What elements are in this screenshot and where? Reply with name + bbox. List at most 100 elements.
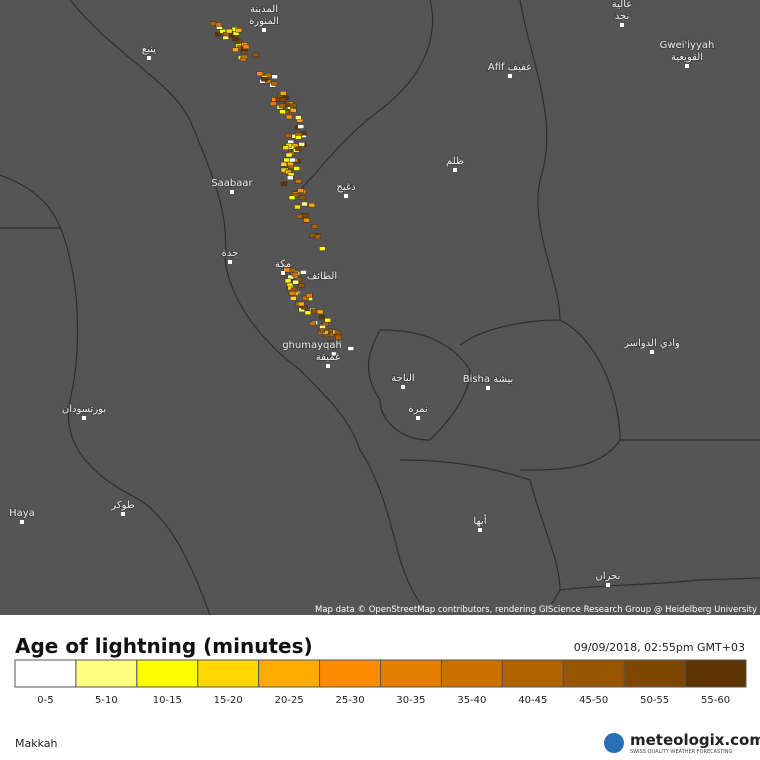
lightning-strike	[295, 179, 302, 184]
lightning-strike	[301, 213, 309, 219]
place-label: بورتسودان	[62, 404, 106, 415]
place-dot	[606, 583, 610, 587]
lightning-strike	[264, 79, 272, 84]
lightning-strike	[271, 74, 278, 79]
place-label: دغبج	[336, 182, 355, 193]
lightning-strike	[284, 278, 292, 284]
lightning-strike	[294, 135, 302, 140]
place-dot	[326, 364, 330, 368]
lightning-strike	[242, 44, 250, 50]
lightning-strike	[261, 77, 268, 82]
lightning-strike	[309, 232, 316, 238]
lightning-strike	[301, 201, 308, 207]
place-label: ghumayqah	[282, 340, 342, 351]
place-dot	[344, 194, 348, 198]
place-label: جدة	[222, 248, 239, 259]
place-dot	[478, 528, 482, 532]
place-label: نجران	[596, 571, 621, 582]
brand: meteologix.com	[630, 731, 760, 749]
lightning-strike	[241, 54, 248, 60]
lightning-strike	[269, 101, 277, 106]
logo-icon	[604, 733, 624, 753]
place-label: Gwei'iyyah	[660, 40, 715, 51]
legend-label: 55-60	[701, 695, 730, 706]
place-label: Bisha بيشة	[463, 374, 514, 385]
legend-swatch	[440, 659, 503, 688]
legend-label: 0-5	[37, 695, 53, 706]
place-label: الباحة	[391, 373, 414, 384]
lightning-strike	[335, 340, 342, 346]
place-dot	[82, 416, 86, 420]
place-dot	[685, 64, 689, 68]
place-label: أبها	[473, 514, 486, 527]
place-label: نمرة	[408, 404, 427, 415]
lightning-strike	[295, 115, 302, 120]
place-dot	[230, 190, 234, 194]
legend-swatch	[501, 659, 564, 688]
place-dot	[20, 520, 24, 524]
place-dot	[401, 385, 405, 389]
location: Makkah	[15, 737, 58, 750]
lightning-strike	[284, 133, 292, 139]
place-dot	[620, 23, 624, 27]
lightning-strike	[280, 181, 288, 187]
place-dot	[416, 416, 420, 420]
place-label: ينبع	[142, 44, 156, 55]
lightning-strike	[331, 351, 338, 357]
lightning-strike	[291, 272, 299, 277]
map-lines	[0, 0, 760, 616]
lightning-strike	[297, 188, 304, 193]
lightning-strike	[324, 317, 332, 323]
place-label: وادي الدواسر	[623, 338, 680, 349]
lightning-strike	[298, 283, 305, 288]
legend-swatch	[319, 659, 382, 688]
timestamp: 09/09/2018, 02:55pm GMT+03	[574, 641, 745, 654]
lightning-strike	[303, 218, 310, 223]
place-dot	[453, 168, 457, 172]
place-dot	[147, 56, 151, 60]
lightning-strike	[225, 28, 233, 34]
lightning-strike	[316, 309, 324, 315]
legend-label: 30-35	[396, 695, 425, 706]
place-dot	[121, 512, 125, 516]
place-dot	[650, 350, 654, 354]
lightning-strike	[335, 335, 342, 341]
place-label: ظلم	[446, 156, 464, 167]
legend-label: 35-40	[457, 695, 486, 706]
legend-label: 25-30	[336, 695, 365, 706]
lightning-strike	[271, 81, 278, 86]
attribution: Map data © OpenStreetMap contributors, r…	[315, 605, 757, 615]
lightning-strike	[287, 175, 294, 181]
lightning-strike	[296, 214, 303, 219]
lightning-strike	[282, 263, 290, 268]
lightning-strike	[209, 21, 217, 26]
legend-swatch	[136, 659, 199, 688]
lightning-strike	[302, 295, 309, 301]
lightning-strike	[309, 321, 317, 326]
lightning-strike	[318, 328, 326, 333]
lightning-strike	[304, 310, 312, 316]
lightning-strike	[285, 114, 293, 120]
place-label: عالية	[612, 0, 632, 10]
legend-swatch	[562, 659, 625, 688]
tagline: SWISS QUALITY WEATHER FORECASTING	[630, 749, 732, 755]
legend-label: 5-10	[95, 695, 118, 706]
lightning-strike	[289, 157, 296, 163]
lightning-strike	[300, 270, 307, 275]
place-label: طوكر	[110, 500, 134, 511]
lightning-strike	[318, 314, 326, 320]
legend-label: 45-50	[579, 695, 608, 706]
lightning-strike	[293, 166, 300, 171]
legend-swatch	[75, 659, 138, 688]
lightning-strike	[288, 290, 296, 296]
lightning-layer	[209, 21, 355, 357]
lightning-strike	[292, 279, 299, 285]
place-dot	[486, 386, 490, 390]
lightning-strike	[279, 109, 286, 114]
lightning-strike	[278, 103, 286, 109]
place-dot	[228, 260, 232, 264]
lightning-strike	[285, 152, 293, 158]
lightning-strike	[347, 346, 355, 351]
lightning-strike	[290, 296, 297, 301]
place-label: المنورة	[249, 16, 279, 27]
